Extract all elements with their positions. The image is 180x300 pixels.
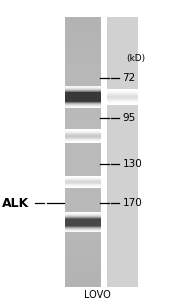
Text: (kD): (kD) [126, 54, 145, 63]
Text: 72: 72 [122, 73, 136, 82]
Text: 130: 130 [122, 159, 142, 169]
Text: 95: 95 [122, 113, 136, 123]
Text: ALK: ALK [2, 196, 29, 210]
Text: LOVO: LOVO [84, 290, 111, 299]
Text: 170: 170 [122, 198, 142, 208]
